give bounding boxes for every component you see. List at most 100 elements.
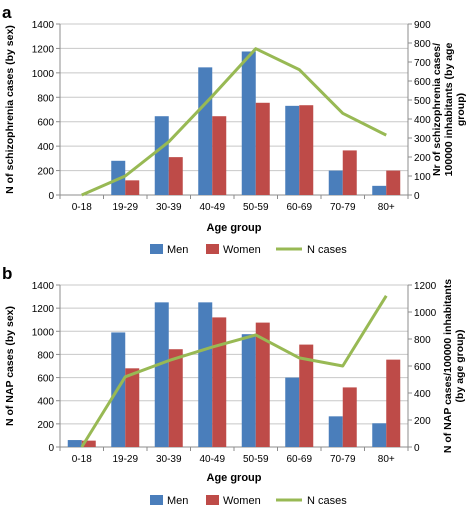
panel-label: a xyxy=(2,3,12,22)
bar-women xyxy=(299,344,314,447)
y-tick-label-left: 0 xyxy=(48,443,54,454)
x-tick-label: 30-39 xyxy=(156,454,182,465)
y-tick-label-left: 800 xyxy=(37,350,54,361)
x-tick-label: 30-39 xyxy=(156,202,182,213)
y-tick-label-right: 200 xyxy=(414,153,431,164)
bar-men xyxy=(372,423,387,447)
bar-men xyxy=(67,440,82,447)
x-tick-label: 60-69 xyxy=(286,454,312,465)
bar-women xyxy=(342,387,357,447)
y-tick-label-right: 300 xyxy=(414,134,431,145)
y-axis-title-right: Nr of schizophrenia cases/100000 inhabit… xyxy=(431,43,467,177)
y-tick-label-right: 100 xyxy=(414,172,431,183)
x-tick-label: 50-59 xyxy=(243,454,269,465)
line-n-cases xyxy=(80,295,388,448)
legend-label: Men xyxy=(167,495,188,507)
chart-panel-b: b 0 200 400 600 800 1000 1200 1400 0 200 400 600 800 1… xyxy=(2,264,466,507)
bar-women xyxy=(342,150,357,195)
x-tick-label: 0-18 xyxy=(72,202,92,213)
bar-men xyxy=(154,116,169,195)
line-n-cases xyxy=(81,47,387,197)
y-axis-title-right-line: 100000 inhabitants (by age xyxy=(443,43,455,177)
bar-women xyxy=(386,170,401,195)
x-axis-title: Age group xyxy=(207,222,262,234)
y-tick-label-left: 600 xyxy=(37,118,54,129)
legend-swatch-men xyxy=(150,244,163,254)
y-axis-title-left: N of schizophrenia cases (by sex) xyxy=(4,25,16,194)
bar-women xyxy=(168,349,183,447)
y-axis-title-left: N of NAP cases (by sex) xyxy=(4,306,16,426)
x-axis-title: Age group xyxy=(207,472,262,484)
y-tick-label-right: 400 xyxy=(414,115,431,126)
y-tick-label-right: 800 xyxy=(414,39,431,50)
bar-men xyxy=(328,170,343,195)
x-tick-label: 50-59 xyxy=(243,202,269,213)
legend-swatch-men xyxy=(150,495,163,505)
y-tick-label-left: 1200 xyxy=(32,304,55,315)
y-axis-title-right-line: Nr of schizophrenia cases/ xyxy=(431,43,443,176)
bar-women xyxy=(125,180,140,195)
legend-label: Women xyxy=(223,495,261,507)
bar-women xyxy=(212,116,227,195)
x-tick-label: 19-29 xyxy=(112,454,138,465)
y-tick-label-right: 0 xyxy=(414,443,420,454)
y-tick-label-left: 1200 xyxy=(32,44,55,55)
y-axis-title-right-line: group) xyxy=(455,93,467,126)
y-tick-label-right: 200 xyxy=(414,416,431,427)
bar-women xyxy=(255,322,270,447)
x-tick-label: 80+ xyxy=(378,202,395,213)
bar-women xyxy=(299,105,314,195)
y-tick-label-left: 200 xyxy=(37,167,54,178)
y-tick-label-left: 600 xyxy=(37,374,54,385)
y-tick-label-left: 1000 xyxy=(32,327,55,338)
bar-men xyxy=(241,51,256,195)
bar-women xyxy=(255,102,270,195)
legend-label: Men xyxy=(167,244,188,256)
legend-label: N cases xyxy=(307,495,347,507)
legend-swatch-women xyxy=(206,495,219,505)
bar-women xyxy=(125,368,140,447)
y-axis-title-right-line: N of NAP cases/100000 inhabitants xyxy=(442,279,454,453)
y-tick-label-left: 400 xyxy=(37,142,54,153)
bar-men xyxy=(372,185,387,195)
x-tick-label: 19-29 xyxy=(112,202,138,213)
y-tick-label-left: 200 xyxy=(37,420,54,431)
bar-men xyxy=(285,105,300,195)
chart-panel-a: a 0 200 400 600 800 1000 1200 1400 0 100 200 300 400 5… xyxy=(2,3,467,256)
bar-men xyxy=(241,334,256,447)
y-tick-label-left: 0 xyxy=(48,191,54,202)
y-tick-label-left: 1000 xyxy=(32,69,55,80)
y-tick-label-right: 400 xyxy=(414,389,431,400)
y-tick-label-right: 600 xyxy=(414,77,431,88)
bar-men xyxy=(154,302,169,447)
x-tick-label: 40-49 xyxy=(199,454,225,465)
y-tick-label-left: 400 xyxy=(37,397,54,408)
y-tick-label-right: 1200 xyxy=(414,281,437,292)
legend: Men Women N cases xyxy=(150,495,347,507)
bar-men xyxy=(198,302,213,447)
y-axis-title-right-line: (by age group) xyxy=(454,330,466,403)
legend-swatch-women xyxy=(206,244,219,254)
x-tick-label: 70-79 xyxy=(330,202,356,213)
bar-women xyxy=(386,359,401,447)
y-tick-label-right: 800 xyxy=(414,335,431,346)
panel-label: b xyxy=(2,264,12,283)
bar-women xyxy=(168,157,183,195)
legend-label: Women xyxy=(223,244,261,256)
y-tick-label-right: 1000 xyxy=(414,308,437,319)
bar-women xyxy=(81,440,96,447)
legend: Men Women N cases xyxy=(150,244,347,256)
y-tick-label-left: 800 xyxy=(37,93,54,104)
y-tick-label-left: 1400 xyxy=(32,281,55,292)
y-tick-label-right: 900 xyxy=(414,20,431,31)
x-tick-label: 60-69 xyxy=(286,202,312,213)
legend-label: N cases xyxy=(307,244,347,256)
bar-women xyxy=(212,317,227,447)
x-tick-label: 0-18 xyxy=(72,454,92,465)
bar-men xyxy=(198,67,213,195)
x-tick-label: 70-79 xyxy=(330,454,356,465)
y-tick-label-right: 600 xyxy=(414,362,431,373)
bar-men xyxy=(285,377,300,447)
